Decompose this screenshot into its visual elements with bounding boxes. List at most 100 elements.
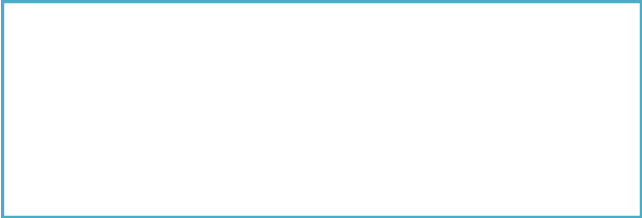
Bar	[299, 93, 320, 111]
Text: $26,000: $26,000	[367, 115, 409, 125]
Bar	[340, 111, 412, 129]
Text: 10: 10	[2, 187, 15, 197]
Bar	[528, 21, 573, 39]
Bar	[16, 129, 230, 147]
Text: 4: 4	[5, 79, 12, 89]
Text: 5: 5	[5, 97, 12, 107]
Text: $34,391.65: $34,391.65	[349, 43, 409, 53]
Bar	[528, 93, 573, 111]
Bar	[412, 165, 470, 183]
Bar	[412, 75, 470, 93]
Text: Annual Interest Rate: Annual Interest Rate	[19, 61, 130, 71]
Text: 2: 2	[5, 43, 12, 53]
Bar	[320, 75, 340, 93]
Text: 8%: 8%	[278, 61, 295, 71]
Bar	[320, 57, 340, 75]
Text: 3: 3	[459, 43, 466, 53]
Text: $24,000: $24,000	[367, 79, 409, 89]
Bar	[16, 165, 230, 183]
Bar	[340, 129, 412, 147]
Bar	[230, 93, 299, 111]
Text: Future value with compound interest: Future value with compound interest	[19, 133, 246, 143]
Bar	[340, 21, 412, 39]
Bar	[340, 39, 573, 57]
Bar	[340, 165, 412, 183]
Bar	[299, 5, 320, 21]
Text: Investment: Investment	[327, 73, 337, 131]
Bar	[299, 21, 320, 39]
Bar	[320, 93, 340, 111]
Text: $25,000: $25,000	[250, 43, 295, 53]
Text: 12: 12	[282, 97, 295, 107]
Bar	[470, 75, 528, 93]
Bar	[528, 147, 573, 165]
Bar	[340, 21, 573, 147]
Bar	[340, 5, 412, 21]
Bar	[16, 57, 230, 75]
Bar	[1, 21, 16, 39]
Bar	[470, 183, 528, 201]
Text: E: E	[373, 8, 379, 18]
Bar	[412, 147, 470, 165]
Bar	[412, 5, 470, 21]
Bar	[230, 39, 299, 57]
Bar	[470, 129, 528, 147]
Bar	[299, 111, 320, 129]
Bar	[1, 93, 16, 111]
Bar	[340, 147, 412, 165]
Bar	[412, 183, 470, 201]
Text: Term (Years): Term (Years)	[19, 79, 85, 89]
Text: $27,000: $27,000	[367, 133, 409, 143]
Bar	[16, 21, 299, 39]
Bar	[320, 147, 340, 165]
Bar	[320, 5, 340, 21]
Bar	[299, 39, 320, 57]
Text: 7: 7	[5, 133, 12, 143]
Bar	[412, 57, 470, 75]
Bar	[470, 39, 528, 57]
Bar	[16, 93, 230, 111]
Bar	[299, 57, 320, 75]
Bar	[490, 148, 580, 190]
Bar	[412, 39, 470, 57]
Bar	[528, 165, 573, 183]
Bar	[320, 183, 340, 201]
Bar	[1, 5, 16, 21]
Bar	[299, 147, 320, 165]
Bar	[16, 147, 230, 165]
Bar	[412, 21, 573, 39]
Bar	[16, 5, 230, 21]
Bar	[230, 147, 299, 165]
Text: 4: 4	[288, 79, 295, 89]
Text: Select the
cells: Select the cells	[505, 155, 565, 183]
Bar	[230, 183, 299, 201]
Bar	[299, 75, 320, 93]
Bar	[1, 57, 16, 75]
Bar	[528, 5, 573, 21]
Bar	[470, 165, 528, 183]
Text: $23,000: $23,000	[367, 61, 409, 71]
Bar	[1, 129, 16, 147]
Bar	[470, 21, 528, 39]
Bar	[528, 75, 573, 93]
Bar	[528, 129, 573, 147]
Bar	[470, 57, 528, 75]
Text: Compounding periods per year: Compounding periods per year	[19, 97, 189, 107]
Text: C: C	[306, 8, 313, 18]
Bar	[340, 57, 412, 75]
Text: $34,391.65: $34,391.65	[234, 133, 295, 143]
Text: B: B	[261, 8, 268, 18]
Bar	[230, 75, 299, 93]
Bar	[528, 183, 573, 201]
Text: 1: 1	[5, 25, 12, 35]
Bar	[412, 111, 470, 129]
Text: Years: Years	[476, 25, 510, 35]
Bar	[470, 5, 528, 21]
Text: 8: 8	[5, 151, 12, 161]
Bar	[412, 129, 470, 147]
Bar	[412, 21, 470, 39]
Bar	[470, 93, 528, 111]
Bar	[16, 183, 230, 201]
Text: 3: 3	[5, 61, 12, 71]
Bar	[1, 111, 16, 129]
